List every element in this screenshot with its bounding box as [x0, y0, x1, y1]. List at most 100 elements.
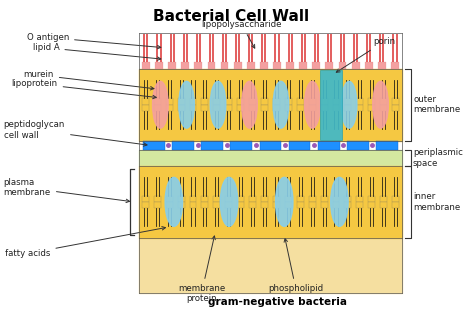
Bar — [297, 202, 304, 208]
Bar — [285, 99, 292, 105]
Ellipse shape — [210, 81, 226, 128]
Bar — [247, 63, 255, 69]
Bar — [297, 99, 304, 105]
Ellipse shape — [273, 81, 289, 128]
Bar — [142, 63, 150, 69]
Ellipse shape — [373, 81, 388, 128]
Bar — [139, 69, 401, 141]
Bar — [230, 141, 252, 150]
Bar — [213, 99, 220, 105]
Bar — [139, 238, 401, 293]
Bar — [392, 99, 399, 105]
Text: Bacterial Cell Wall: Bacterial Cell Wall — [153, 9, 310, 24]
Bar — [201, 141, 223, 150]
Bar — [365, 63, 373, 69]
Bar — [285, 196, 292, 202]
Bar — [249, 202, 256, 208]
Bar — [155, 63, 163, 69]
Bar — [356, 196, 363, 202]
Bar — [273, 202, 280, 208]
Bar — [178, 105, 184, 111]
Bar — [273, 63, 281, 69]
Bar — [201, 99, 209, 105]
Bar — [309, 196, 316, 202]
Bar — [190, 196, 196, 202]
Bar — [380, 99, 387, 105]
Bar — [178, 99, 184, 105]
Bar — [273, 105, 280, 111]
Bar — [225, 202, 232, 208]
Ellipse shape — [242, 81, 257, 128]
Bar — [368, 202, 375, 208]
Bar — [378, 63, 386, 69]
Ellipse shape — [305, 81, 320, 128]
Bar — [368, 196, 375, 202]
Bar — [285, 202, 292, 208]
Bar — [225, 99, 232, 105]
Bar — [142, 105, 149, 111]
Bar — [261, 202, 268, 208]
Text: lipopolysaccharide: lipopolysaccharide — [201, 20, 282, 48]
Bar — [172, 141, 194, 150]
Bar — [166, 105, 173, 111]
Bar — [333, 202, 339, 208]
Bar — [225, 105, 232, 111]
Bar — [320, 202, 328, 208]
Bar — [356, 202, 363, 208]
Bar — [273, 196, 280, 202]
Bar — [249, 105, 256, 111]
Bar — [261, 196, 268, 202]
Bar — [154, 196, 161, 202]
Bar — [190, 202, 196, 208]
Text: plasma
membrane: plasma membrane — [4, 178, 129, 203]
Bar — [225, 196, 232, 202]
Text: membrane
protein: membrane protein — [178, 236, 225, 303]
Text: gram-negative bacteria: gram-negative bacteria — [208, 297, 347, 307]
Bar — [237, 202, 244, 208]
Bar — [213, 196, 220, 202]
Bar — [166, 202, 173, 208]
Bar — [154, 202, 161, 208]
Bar — [309, 105, 316, 111]
Bar — [318, 141, 339, 150]
Text: lipid A: lipid A — [33, 43, 161, 60]
Bar — [273, 99, 280, 105]
Text: phospholipid: phospholipid — [268, 239, 323, 293]
Bar — [356, 99, 363, 105]
Bar — [345, 105, 351, 111]
Bar — [286, 63, 294, 69]
Bar — [249, 99, 256, 105]
Bar — [201, 196, 209, 202]
Text: porin: porin — [336, 37, 395, 72]
Bar — [190, 99, 196, 105]
Ellipse shape — [165, 177, 182, 226]
Bar — [347, 141, 369, 150]
Bar — [392, 196, 399, 202]
Text: murein: murein — [24, 70, 154, 90]
Bar — [391, 63, 399, 69]
Bar — [213, 202, 220, 208]
Bar — [142, 99, 149, 105]
Bar — [326, 63, 333, 69]
Bar — [297, 196, 304, 202]
Bar — [297, 105, 304, 111]
Bar — [376, 141, 398, 150]
Bar — [249, 196, 256, 202]
Bar — [182, 63, 189, 69]
Bar — [289, 141, 310, 150]
Bar — [201, 202, 209, 208]
Bar — [352, 63, 360, 69]
Text: lipoprotein: lipoprotein — [11, 79, 156, 99]
Bar — [201, 105, 209, 111]
Bar — [168, 63, 176, 69]
Bar — [220, 63, 228, 69]
Bar — [312, 63, 320, 69]
Bar — [392, 105, 399, 111]
Ellipse shape — [331, 177, 348, 226]
Bar — [237, 99, 244, 105]
Bar — [178, 202, 184, 208]
Bar — [320, 105, 328, 111]
Bar — [320, 99, 328, 105]
Bar — [142, 202, 149, 208]
Bar — [380, 105, 387, 111]
